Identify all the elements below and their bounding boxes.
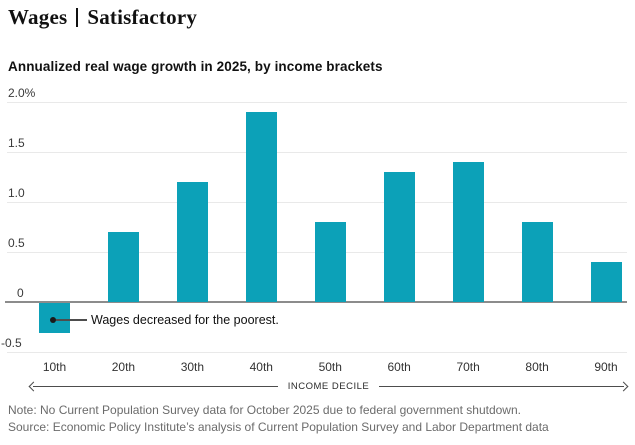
bar-70th [452,162,484,302]
y-tick-label: 0.5 [8,236,25,250]
zero-line [5,301,627,303]
kicker-separator [76,8,79,27]
gridline [7,352,627,353]
arrow-right-icon [618,381,629,392]
y-tick-label: 0 [17,286,24,300]
x-tick-label: 50th [318,360,342,374]
x-tick-label: 20th [111,360,136,374]
bar-20th [107,232,139,302]
x-axis-arrow: INCOME DECILE [28,379,629,394]
gridline [7,152,627,153]
arrow-left-icon [28,381,39,392]
y-tick-label: -0.5 [1,336,22,350]
kicker-status: Satisfactory [87,5,198,29]
chart-footer: Note: No Current Population Survey data … [8,402,549,435]
gridline [7,202,627,203]
x-tick-label: 10th [42,360,67,374]
x-tick-label: 70th [456,360,480,374]
y-tick-label: 2.0% [8,86,36,100]
x-tick-label: 80th [525,360,549,374]
axis-line-right [379,386,624,387]
bar-80th [521,222,553,302]
axis-line-left [33,386,278,387]
footer-source: Source: Economic Policy Institute’s anal… [8,419,549,434]
section-kicker: Wages Satisfactory [8,5,197,30]
bar-10th [39,303,70,333]
chart-title: Annualized real wage growth in 2025, by … [8,59,383,74]
kicker-topic: Wages [8,5,68,29]
chart-area: 2.0% 1.5 1.0 0.5 0 -0.5 10th 20th 30th 40th 50th 60… [0,86,635,380]
x-tick-label: 40th [249,360,273,374]
annotation-text: Wages decreased for the poorest. [91,313,279,327]
bar-50th [314,222,346,302]
bar-40th [245,112,277,302]
y-tick-label: 1.0 [8,186,25,200]
x-axis-title: INCOME DECILE [287,381,370,392]
x-tick-label: 30th [180,360,205,374]
footer-note: Note: No Current Population Survey data … [8,403,521,417]
bar-30th [176,182,208,302]
bar-90th [590,262,622,302]
gridline [7,102,627,103]
bar-60th [383,172,415,302]
y-tick-label: 1.5 [8,136,25,150]
x-tick-label: 60th [387,360,411,374]
x-tick-label: 90th [594,360,618,374]
